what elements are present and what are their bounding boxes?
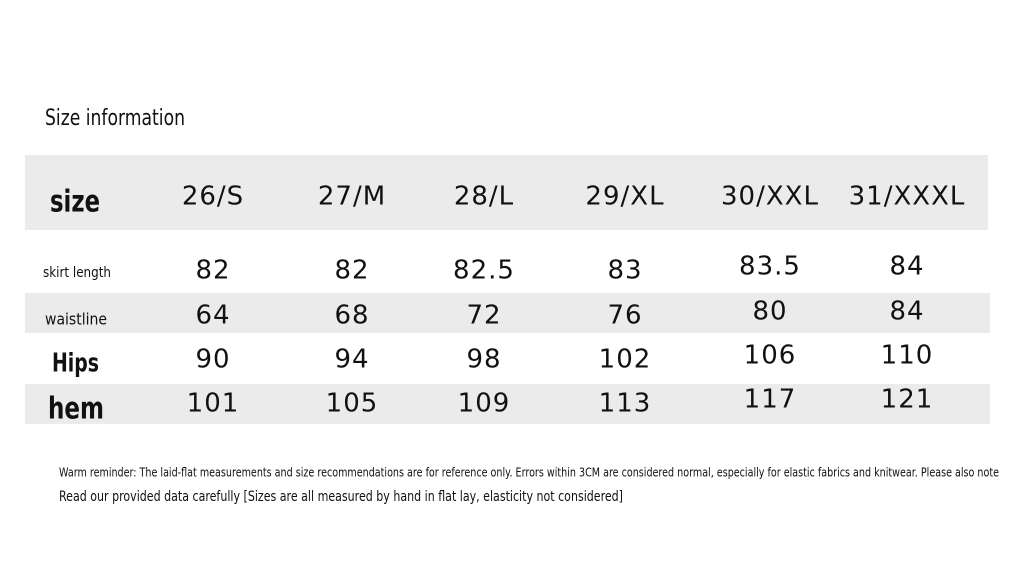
column-header: 28/L: [454, 182, 514, 212]
cell: 102: [599, 345, 652, 375]
note: Read our provided data carefully [Sizes …: [59, 489, 623, 505]
cell: 83.5: [739, 252, 801, 282]
cell: 106: [744, 341, 797, 371]
column-header: 30/XXL: [721, 182, 819, 212]
cell: 83: [607, 256, 642, 286]
cell: 105: [326, 389, 379, 419]
cell: 82: [334, 256, 369, 286]
column-header: 26/S: [182, 182, 244, 212]
header-band: [25, 155, 988, 230]
cell: 113: [599, 389, 652, 419]
cell: 110: [881, 341, 934, 371]
cell: 101: [187, 389, 240, 419]
cell: 82: [195, 256, 230, 286]
column-header: 27/M: [318, 182, 386, 212]
title: Size information: [45, 106, 185, 131]
row-band: [25, 384, 990, 424]
cell: 76: [607, 301, 642, 331]
note: Warm reminder: The laid-flat measurement…: [59, 466, 999, 480]
cell: 68: [334, 301, 369, 331]
row-band: [25, 293, 990, 333]
column-header: size: [50, 185, 100, 220]
cell: 121: [881, 385, 934, 415]
cell: 84: [889, 252, 924, 282]
cell: 84: [889, 297, 924, 327]
cell: 117: [744, 385, 797, 415]
cell: 80: [752, 297, 787, 327]
cell: 72: [466, 301, 501, 331]
row-label: hem: [48, 392, 104, 427]
cell: 94: [334, 345, 369, 375]
cell: 90: [195, 345, 230, 375]
column-header: 31/XXXL: [849, 182, 966, 212]
cell: 98: [466, 345, 501, 375]
size-table: size 26/S 27/M 28/L 29/XL 30/XXL 31/XXXL skirt …: [43, 182, 966, 427]
cell: 82.5: [453, 256, 515, 286]
row-label: Hips: [52, 349, 99, 379]
cell: 109: [458, 389, 511, 419]
cell: 64: [195, 301, 230, 331]
column-header: 29/XL: [585, 182, 664, 212]
row-label: skirt length: [43, 265, 111, 281]
row-label: waistline: [45, 310, 107, 329]
